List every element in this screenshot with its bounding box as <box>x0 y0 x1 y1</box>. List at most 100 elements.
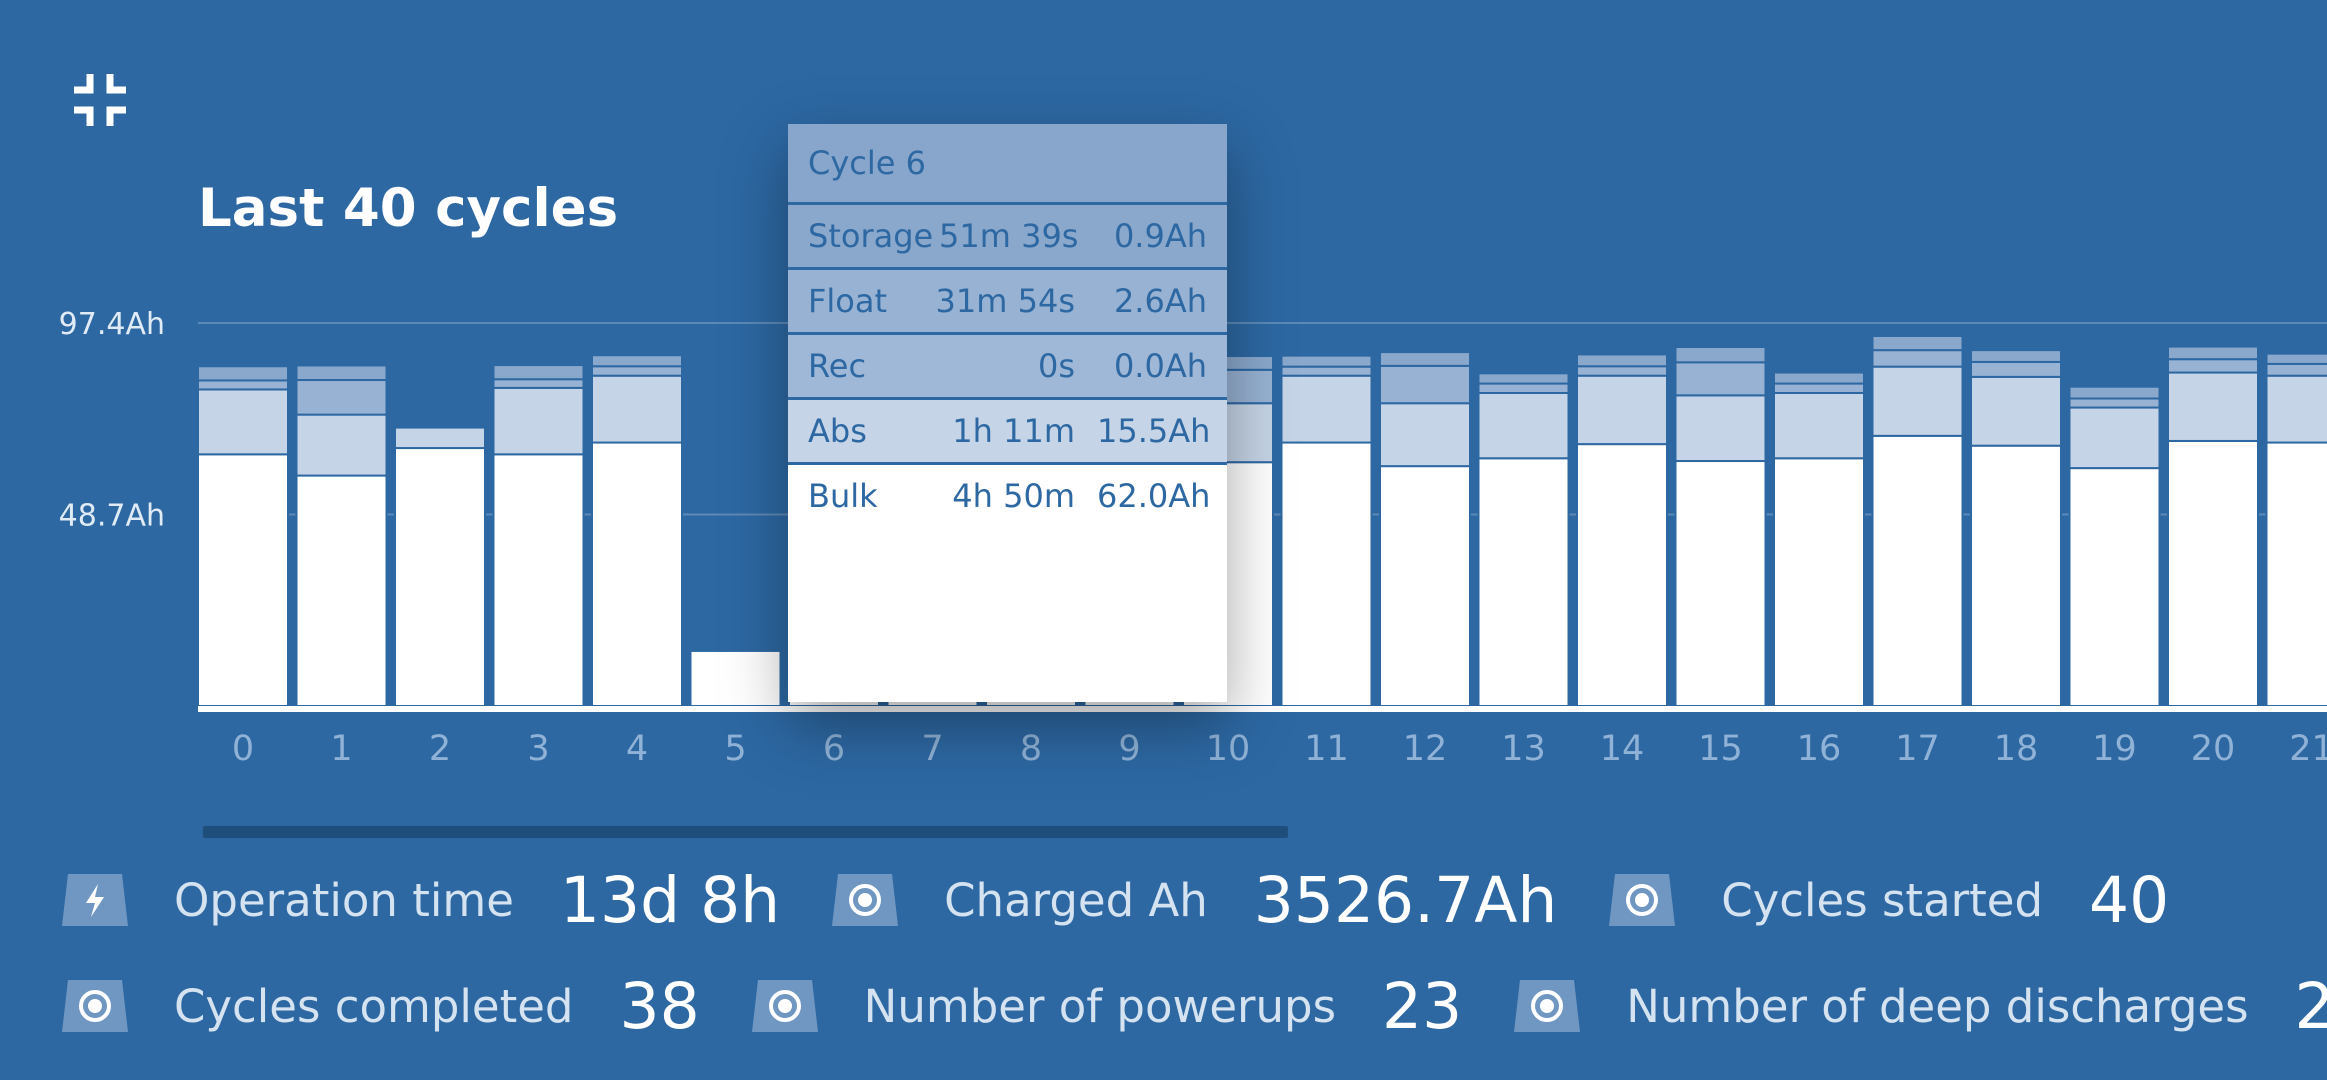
bar-bulk-20 <box>2167 439 2259 707</box>
bar-bulk-2 <box>394 447 486 707</box>
bar-bulk-11 <box>1280 441 1373 707</box>
bar-abs-17 <box>1871 365 1964 437</box>
x-tick-label: 20 <box>2191 729 2236 769</box>
stats-row: Operation time 13d 8h Charged Ah 3526.7A… <box>60 860 2219 940</box>
stat-value: 38 <box>619 969 700 1043</box>
bar-storage-21 <box>2265 352 2327 365</box>
bar-float-14 <box>1576 365 1668 377</box>
bar-bulk-0 <box>197 453 289 707</box>
collapse-button[interactable] <box>70 70 130 130</box>
bar-float-16 <box>1773 382 1865 394</box>
x-tick-label: 5 <box>724 729 746 769</box>
bar-storage-1 <box>295 364 388 382</box>
stat-charged-ah: Charged Ah 3526.7Ah <box>830 864 1557 937</box>
bar-float-21 <box>2265 362 2327 377</box>
bar-abs-14 <box>1576 374 1668 446</box>
bar-storage-17 <box>1871 334 1964 352</box>
bar-float-18 <box>1970 360 2062 378</box>
x-tick-label: 16 <box>1797 729 1842 769</box>
x-tick-label: 6 <box>823 729 845 769</box>
bar-abs-13 <box>1477 391 1570 460</box>
chart-scrollbar[interactable] <box>203 826 1288 838</box>
x-tick-label: 21 <box>2289 729 2327 769</box>
bar-storage-14 <box>1576 353 1668 368</box>
bar-bulk-14 <box>1576 443 1668 707</box>
target-icon <box>62 980 128 1032</box>
y-tick-label: 48.7Ah <box>59 499 165 534</box>
bar-storage-12 <box>1379 351 1471 367</box>
tooltip-ah: 62.0Ah <box>1097 477 1211 515</box>
tooltip-ah: 2.6Ah <box>1113 282 1207 320</box>
bar-storage-19 <box>2068 385 2161 400</box>
bar-storage-3 <box>492 364 585 381</box>
tooltip-ah: 0.9Ah <box>1113 217 1207 255</box>
collapse-icon <box>74 74 126 126</box>
bar-bulk-19 <box>2068 467 2161 707</box>
target-icon <box>1609 874 1676 926</box>
x-tick-label: 7 <box>921 729 943 769</box>
stat-label: Charged Ah <box>944 873 1208 927</box>
bar-bulk-5 <box>689 649 782 708</box>
tooltip-label: Bulk <box>808 477 878 515</box>
stats-row: Cycles completed 38 Number of powerups 2… <box>60 966 2327 1046</box>
x-tick-label: 8 <box>1020 729 1042 769</box>
bar-storage-0 <box>197 365 289 382</box>
tooltip-label: Float <box>808 282 888 320</box>
tooltip-label: Rec <box>808 347 867 385</box>
stat-powerups: Number of powerups 23 <box>750 970 1462 1043</box>
x-tick-label: 19 <box>2092 729 2137 769</box>
bar-abs-3 <box>492 386 585 456</box>
stat-cycles-started: Cycles started 40 <box>1607 864 2169 937</box>
stat-value: 2 <box>2294 969 2327 1043</box>
stat-deep-discharges: Number of deep discharges 2 <box>1512 970 2327 1043</box>
bar-storage-18 <box>1970 349 2062 363</box>
bar-abs-12 <box>1379 402 1471 468</box>
bar-abs-1 <box>295 413 388 477</box>
tooltip-row-abs: Abs 1h 11m 15.5Ah <box>788 400 1227 465</box>
bar-abs-16 <box>1773 391 1865 460</box>
stat-operation-time: Operation time 13d 8h <box>60 864 780 937</box>
bar-storage-15 <box>1674 345 1767 364</box>
chart-title: Last 40 cycles <box>198 178 619 239</box>
bar-float-3 <box>492 378 585 389</box>
stats-panel: Operation time 13d 8h Charged Ah 3526.7A… <box>60 860 2327 1080</box>
tooltip-title: Cycle 6 <box>788 124 1227 205</box>
target-icon <box>832 874 899 926</box>
tooltip-row-bulk: Bulk 4h 50m 62.0Ah <box>788 465 1227 527</box>
bar-abs-21 <box>2265 374 2327 444</box>
x-tick-label: 15 <box>1698 729 1743 769</box>
bar-float-1 <box>295 379 388 416</box>
bar-bulk-17 <box>1871 434 1964 707</box>
stat-label: Cycles completed <box>174 979 574 1033</box>
bar-bulk-15 <box>1674 460 1767 707</box>
x-tick-label: 1 <box>330 729 352 769</box>
x-tick-label: 0 <box>232 729 254 769</box>
bar-bulk-1 <box>295 474 388 707</box>
bolt-icon <box>62 874 128 926</box>
x-tick-label: 9 <box>1118 729 1140 769</box>
x-tick-label: 13 <box>1501 729 1546 769</box>
bar-storage-20 <box>2167 345 2259 361</box>
bar-abs-4 <box>591 374 683 444</box>
tooltip-time: 51m 39s <box>939 217 1079 255</box>
bar-bulk-4 <box>591 441 683 707</box>
target-icon <box>751 980 818 1032</box>
cycle-tooltip: Cycle 6 Storage 51m 39s 0.9Ah Float 31m … <box>788 124 1227 702</box>
bar-abs-11 <box>1280 374 1373 444</box>
stat-label: Number of deep discharges <box>1626 979 2249 1033</box>
bar-float-4 <box>591 365 683 377</box>
bar-abs-19 <box>2068 406 2161 470</box>
bar-bulk-3 <box>492 453 585 707</box>
bar-float-19 <box>2068 397 2161 409</box>
bar-bulk-13 <box>1477 457 1570 707</box>
bar-float-15 <box>1674 361 1767 397</box>
tooltip-time: 4h 50m <box>952 477 1075 515</box>
bar-bulk-16 <box>1773 457 1865 707</box>
bar-abs-15 <box>1674 394 1767 463</box>
bar-float-20 <box>2167 358 2259 374</box>
tooltip-ah: 15.5Ah <box>1097 412 1211 450</box>
tooltip-label: Storage <box>808 217 934 255</box>
x-tick-label: 18 <box>1994 729 2039 769</box>
bar-float-0 <box>197 379 289 391</box>
x-tick-label: 10 <box>1206 729 1251 769</box>
